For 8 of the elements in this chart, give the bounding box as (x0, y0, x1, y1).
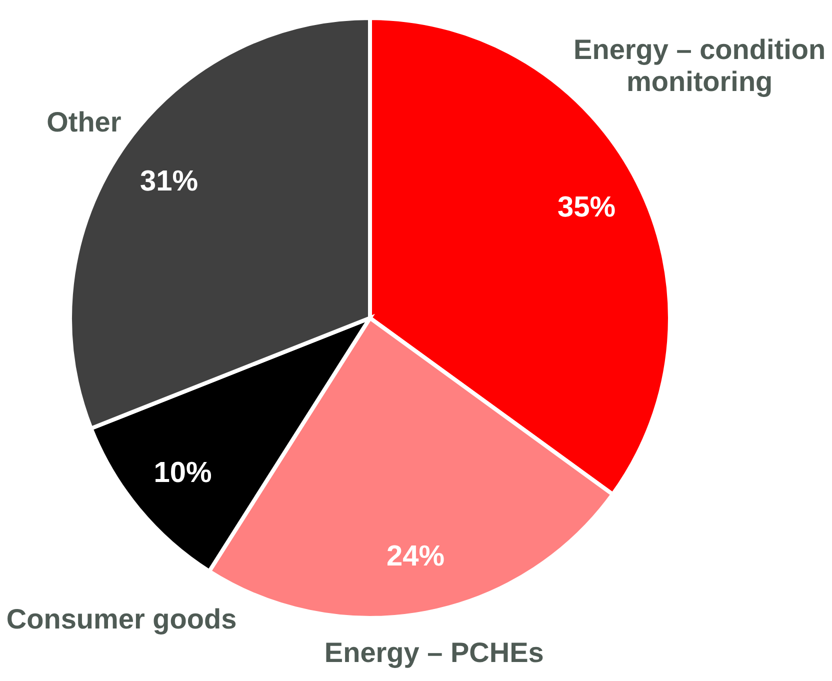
data-label: 10% (154, 456, 212, 489)
data-label: 24% (386, 540, 445, 573)
data-label: 35% (557, 192, 616, 224)
slice-label: Energy – PCHEs (324, 637, 544, 668)
slice-label: Energy – condition monitoring (574, 34, 826, 98)
slice-label: Other (46, 106, 122, 138)
data-label: 31% (140, 165, 198, 198)
slice-label: Consumer goods (6, 603, 237, 634)
